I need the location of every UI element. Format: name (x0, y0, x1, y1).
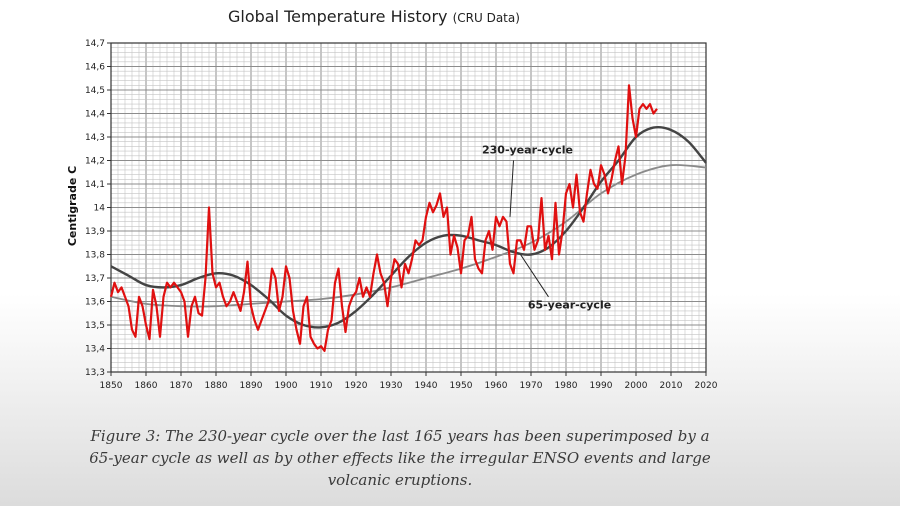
y-tick-label: 13,7 (85, 274, 105, 284)
x-tick-label: 2020 (695, 381, 718, 391)
caption-line-2: 65-year cycle as well as by other effect… (89, 449, 711, 467)
series-group (109, 84, 707, 352)
y-tick-label: 14,1 (85, 180, 105, 190)
grid (110, 42, 707, 373)
annotation-leader-230 (509, 160, 514, 217)
y-tick-label: 13,5 (85, 321, 105, 331)
y-tick-label: 13,3 (85, 368, 105, 378)
y-tick-label: 13,4 (85, 345, 105, 355)
caption-line-3: volcanic eruptions. (327, 471, 473, 489)
labels: Centigrade C 230-year-cycle 65-year-cycle (66, 143, 611, 311)
y-tick-label: 14 (94, 204, 106, 214)
axes: 13,3 13,4 13,5 13,6 13,7 13,8 13,9 14 14,1 14,2 14… (85, 39, 718, 391)
y-tick-label: 13,6 (85, 298, 105, 308)
chart-title-main: Global Temperature History (228, 7, 448, 26)
figure-caption: Figure 3: The 230-year cycle over the la… (40, 425, 760, 491)
x-tick-label: 1860 (135, 381, 158, 391)
y-tick-label: 13,8 (85, 251, 105, 261)
chart-title: Global Temperature History (CRU Data) (228, 7, 520, 26)
y-tick-label: 14,3 (85, 133, 105, 143)
x-tick-label: 1870 (170, 381, 193, 391)
y-tick-label: 14,6 (85, 63, 105, 73)
y-axis-label: Centigrade C (66, 166, 79, 246)
y-tick-label: 14,4 (85, 110, 105, 120)
x-tick-label: 1850 (100, 381, 123, 391)
x-tick-label: 1930 (380, 381, 403, 391)
x-tick-label: 1970 (520, 381, 543, 391)
x-tick-label: 1940 (415, 381, 438, 391)
series-line-temperature (109, 84, 658, 352)
x-tick-label: 1990 (590, 381, 613, 391)
x-tick-label: 1880 (205, 381, 228, 391)
y-tick-label: 14,7 (85, 39, 105, 49)
series-line-65-year-cycle (110, 125, 707, 329)
series-line-230-year-cycle (110, 164, 707, 308)
x-tick-label: 1950 (450, 381, 473, 391)
temperature-chart: 13,3 13,4 13,5 13,6 13,7 13,8 13,9 14 14,1 14,2 14… (66, 39, 718, 391)
x-tick-label: 2010 (660, 381, 683, 391)
annotation-label: 230-year-cycle (482, 143, 573, 156)
annotation-leader-65 (520, 254, 549, 298)
caption-line-1: Figure 3: The 230-year cycle over the la… (90, 427, 710, 445)
y-tick-label: 14,5 (85, 86, 105, 96)
y-tick-label: 14,2 (85, 157, 105, 167)
x-tick-label: 1900 (275, 381, 298, 391)
annotation-label: 65-year-cycle (528, 299, 611, 312)
x-tick-label: 1890 (240, 381, 263, 391)
x-tick-label: 1920 (345, 381, 368, 391)
x-tick-label: 1910 (310, 381, 333, 391)
x-tick-label: 1960 (485, 381, 508, 391)
x-tick-label: 1980 (555, 381, 578, 391)
chart-subtitle: (CRU Data) (452, 11, 520, 25)
x-tick-label: 2000 (625, 381, 648, 391)
y-tick-label: 13,9 (85, 227, 105, 237)
